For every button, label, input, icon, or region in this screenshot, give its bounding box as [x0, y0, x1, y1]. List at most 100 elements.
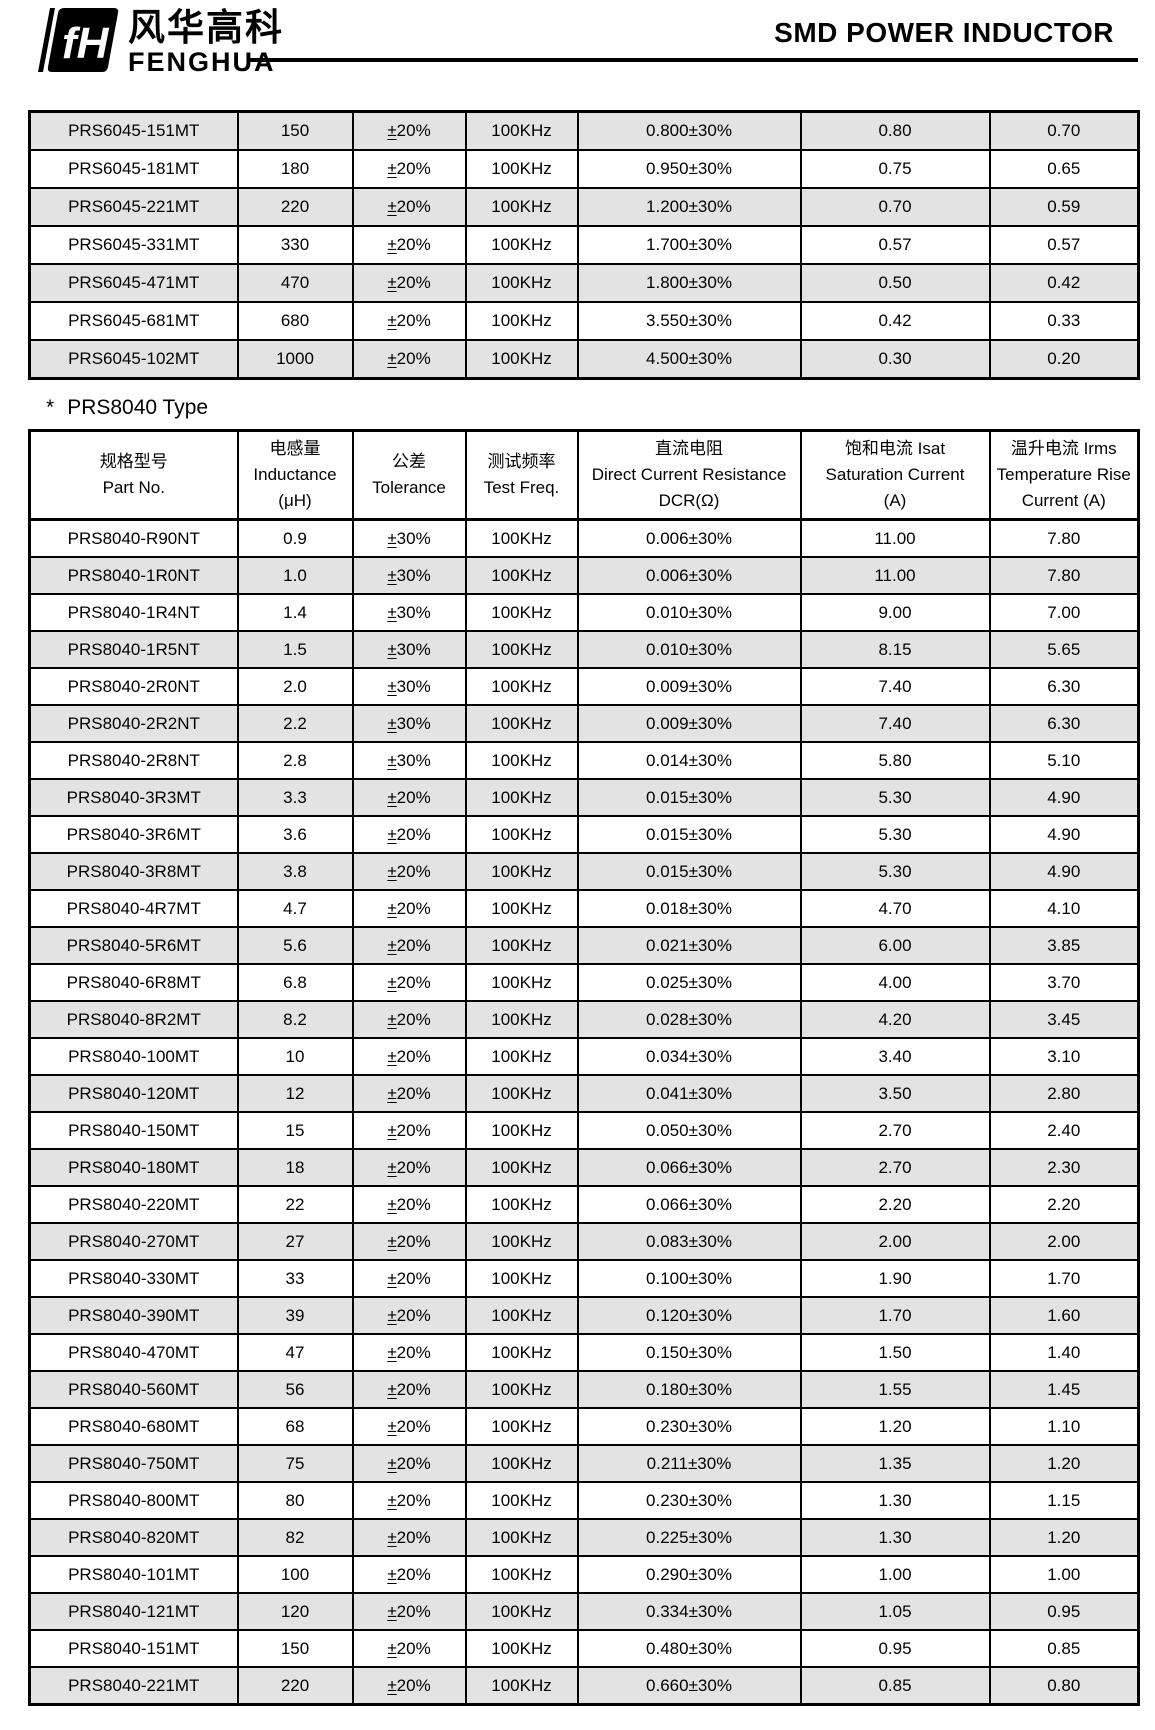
table-row: PRS6045-151MT 150 ±20% 100KHz 0.800±30% 0.80 0… [28, 110, 1140, 151]
plus-minus-sign: ± [387, 1379, 397, 1399]
column-header-lines: 规格型号 Part No. [32, 433, 236, 517]
isat-cell: 1.90 [799, 1259, 991, 1298]
isat-cell: 2.70 [799, 1148, 991, 1187]
table-row: PRS8040-820MT 82 ±20% 100KHz 0.225±30% 1.30 1.… [28, 1518, 1140, 1557]
tolerance-cell: ±20% [351, 852, 467, 891]
isat-cell: 7.40 [799, 667, 991, 706]
isat-cell: 0.75 [799, 149, 991, 189]
table-row: PRS8040-2R0NT 2.0 ±30% 100KHz 0.009±30% 7.40 6… [28, 667, 1140, 706]
part-no-cell: PRS8040-8R2MT [28, 1000, 239, 1039]
test-freq-cell: 100KHz [464, 1555, 579, 1594]
isat-cell: 4.20 [799, 1000, 991, 1039]
part-no-cell: PRS8040-800MT [28, 1481, 239, 1520]
part-no-cell: PRS8040-221MT [28, 1666, 239, 1706]
part-no-cell: PRS8040-1R5NT [28, 630, 239, 669]
table-row: PRS8040-220MT 22 ±20% 100KHz 0.066±30% 2.20 2.… [28, 1185, 1140, 1224]
test-freq-cell: 100KHz [464, 1296, 579, 1335]
plus-minus-sign: ± [387, 713, 397, 733]
plus-minus-sign: ± [387, 1305, 397, 1325]
prs8040-table: 规格型号 Part No. 电感量 Inductance (μH) 公差 Tolerance… [28, 429, 1140, 1706]
header-line: 温升电流 Irms [1010, 439, 1117, 458]
header-line: Saturation Current [825, 465, 965, 484]
table-row: PRS8040-1R0NT 1.0 ±30% 100KHz 0.006±30% 11.00… [28, 556, 1140, 595]
header-line: 公差 [392, 452, 426, 471]
dcr-cell: 0.025±30% [576, 963, 802, 1002]
test-freq-cell: 100KHz [464, 593, 579, 632]
plus-minus-sign: ± [387, 1453, 397, 1473]
isat-cell: 1.20 [799, 1407, 991, 1446]
part-no-cell: PRS6045-331MT [28, 225, 239, 265]
irms-cell: 2.00 [988, 1222, 1140, 1261]
inductance-cell: 8.2 [236, 1000, 354, 1039]
tolerance-cell: ±20% [351, 1296, 467, 1335]
section-heading: * PRS8040 Type [46, 396, 208, 420]
test-freq-cell: 100KHz [464, 1444, 579, 1483]
irms-cell: 2.80 [988, 1074, 1140, 1113]
test-freq-cell: 100KHz [464, 1629, 579, 1668]
tolerance-cell: ±20% [351, 1333, 467, 1372]
column-header-lines: 测试频率 Test Freq. [468, 433, 576, 517]
column-header: 规格型号 Part No. [28, 429, 239, 521]
plus-minus-sign: ± [387, 1268, 397, 1288]
inductance-cell: 120 [236, 1592, 354, 1631]
part-no-cell: PRS8040-101MT [28, 1555, 239, 1594]
table-row: PRS8040-180MT 18 ±20% 100KHz 0.066±30% 2.70 2.… [28, 1148, 1140, 1187]
table-row: PRS8040-5R6MT 5.6 ±20% 100KHz 0.021±30% 6.00 3… [28, 926, 1140, 965]
tolerance-cell: ±30% [351, 630, 467, 669]
header-line: Tolerance [372, 478, 446, 497]
inductance-cell: 1.4 [236, 593, 354, 632]
isat-cell: 1.55 [799, 1370, 991, 1409]
isat-cell: 5.30 [799, 778, 991, 817]
inductance-cell: 330 [236, 225, 354, 265]
table-row: PRS8040-R90NT 0.9 ±30% 100KHz 0.006±30% 11.00… [28, 518, 1140, 558]
isat-cell: 1.35 [799, 1444, 991, 1483]
test-freq-cell: 100KHz [464, 110, 579, 151]
part-no-cell: PRS8040-R90NT [28, 518, 239, 558]
inductance-cell: 2.2 [236, 704, 354, 743]
inductance-cell: 18 [236, 1148, 354, 1187]
tolerance-cell: ±20% [351, 1185, 467, 1224]
column-header: 电感量 Inductance (μH) [236, 429, 354, 521]
table-row: PRS8040-330MT 33 ±20% 100KHz 0.100±30% 1.90 1.… [28, 1259, 1140, 1298]
tolerance-cell: ±20% [351, 815, 467, 854]
tolerance-cell: ±20% [351, 1481, 467, 1520]
test-freq-cell: 100KHz [464, 630, 579, 669]
column-header-lines: 饱和电流 Isat Saturation Current (A) [803, 433, 988, 517]
header-line: (A) [883, 491, 907, 510]
part-no-cell: PRS8040-2R8NT [28, 741, 239, 780]
table-row: PRS8040-3R3MT 3.3 ±20% 100KHz 0.015±30% 5.30 4… [28, 778, 1140, 817]
dcr-cell: 0.660±30% [576, 1666, 802, 1706]
test-freq-cell: 100KHz [464, 518, 579, 558]
dcr-cell: 0.028±30% [576, 1000, 802, 1039]
header-row: 规格型号 Part No. 电感量 Inductance (μH) 公差 Tolerance… [28, 429, 1140, 521]
table-row: PRS8040-8R2MT 8.2 ±20% 100KHz 0.028±30% 4.20 3… [28, 1000, 1140, 1039]
table-row: PRS8040-270MT 27 ±20% 100KHz 0.083±30% 2.00 2.… [28, 1222, 1140, 1261]
column-header-lines: 电感量 Inductance (μH) [240, 433, 351, 517]
tolerance-cell: ±20% [351, 1407, 467, 1446]
irms-cell: 7.80 [988, 518, 1140, 558]
isat-cell: 5.30 [799, 815, 991, 854]
page-title: SMD POWER INDUCTOR [774, 17, 1114, 48]
header-line: (μH) [278, 491, 312, 510]
test-freq-cell: 100KHz [464, 301, 579, 341]
tolerance-cell: ±30% [351, 741, 467, 780]
irms-cell: 3.45 [988, 1000, 1140, 1039]
header-line: Test Freq. [483, 478, 560, 497]
part-no-cell: PRS6045-221MT [28, 187, 239, 227]
tolerance-cell: ±20% [351, 1555, 467, 1594]
test-freq-cell: 100KHz [464, 963, 579, 1002]
dcr-cell: 0.006±30% [576, 556, 802, 595]
tolerance-cell: ±20% [351, 889, 467, 928]
tolerance-cell: ±20% [351, 1000, 467, 1039]
part-no-cell: PRS6045-181MT [28, 149, 239, 189]
inductance-cell: 56 [236, 1370, 354, 1409]
irms-cell: 0.33 [988, 301, 1140, 341]
test-freq-cell: 100KHz [464, 1259, 579, 1298]
plus-minus-sign: ± [387, 1009, 397, 1029]
test-freq-cell: 100KHz [464, 778, 579, 817]
prs6045-table-body: PRS6045-151MT 150 ±20% 100KHz 0.800±30% 0.80 0… [28, 110, 1140, 380]
irms-cell: 4.10 [988, 889, 1140, 928]
part-no-cell: PRS6045-151MT [28, 110, 239, 151]
irms-cell: 0.70 [988, 110, 1140, 151]
column-header-lines: 公差 Tolerance [355, 433, 464, 517]
